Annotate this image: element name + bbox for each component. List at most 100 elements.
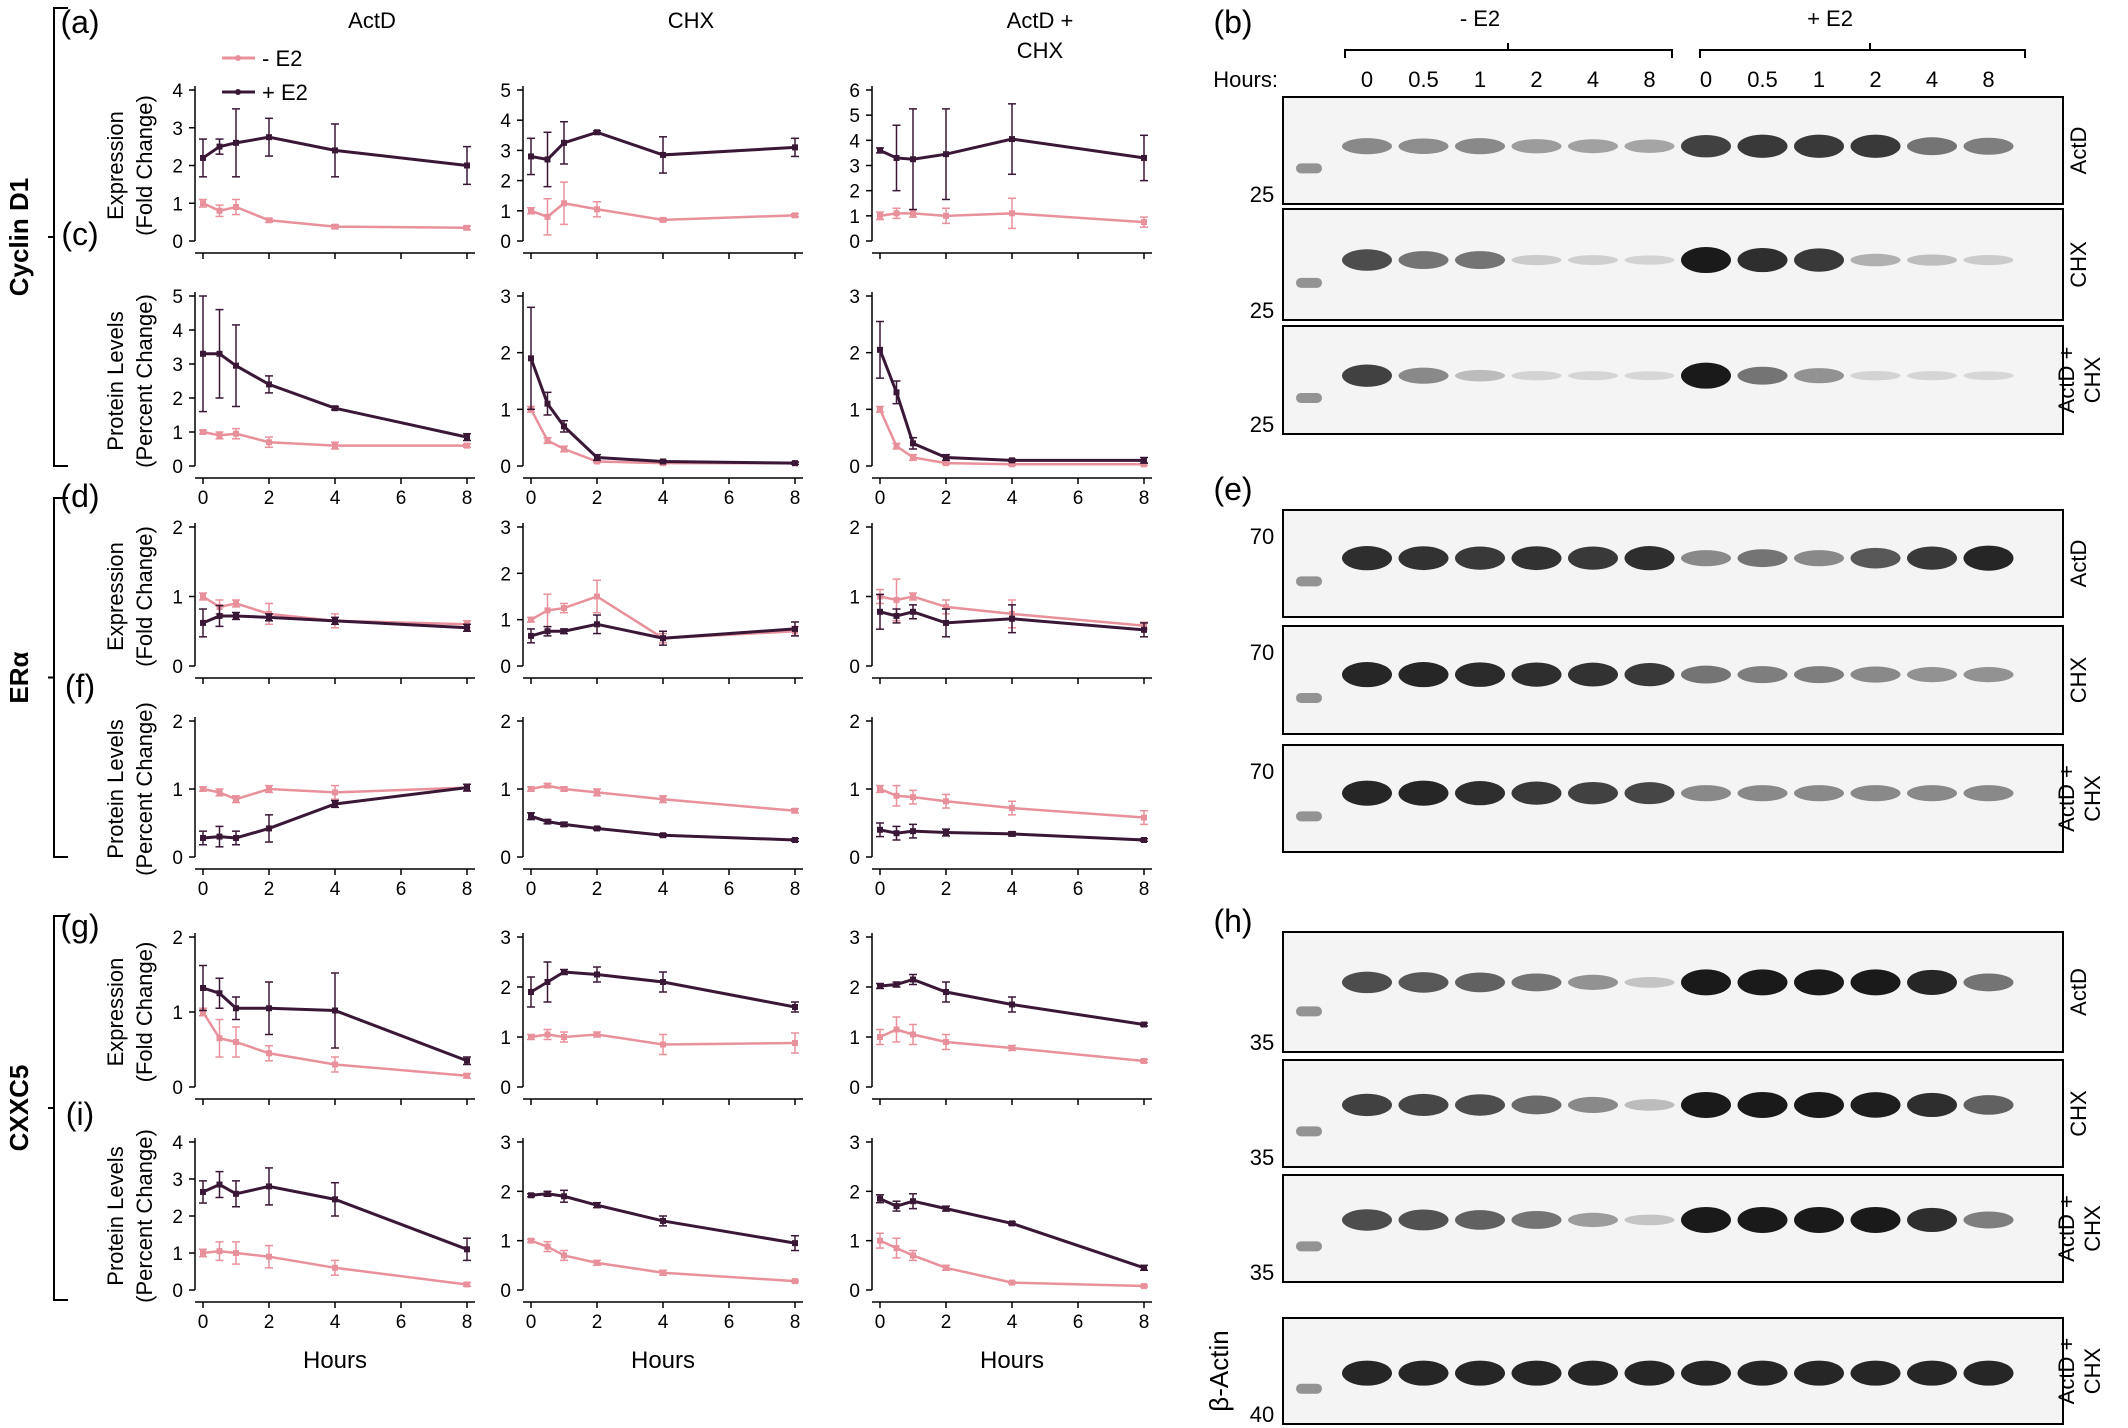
data-point	[594, 1202, 600, 1209]
ylabel: (Fold Change)	[132, 95, 157, 236]
band	[1737, 134, 1788, 158]
panel-label: (d)	[60, 478, 99, 514]
y-tick-label: 3	[172, 1170, 183, 1191]
data-point	[594, 454, 600, 461]
x-tick-label: 0	[198, 488, 209, 509]
data-point	[1141, 837, 1147, 843]
band	[1455, 781, 1505, 806]
data-point	[544, 979, 551, 985]
band	[1850, 1206, 1901, 1233]
band	[1455, 662, 1505, 687]
chart-g-ActDCHX: 0 1 2 3	[849, 928, 1152, 1105]
ladder-band	[1296, 1126, 1322, 1137]
series-minus-e2	[876, 1232, 1148, 1290]
data-point	[528, 207, 534, 214]
x-tick-label: 6	[396, 879, 407, 900]
data-point	[528, 1192, 534, 1199]
ylabel: Protein Levels	[103, 1146, 128, 1285]
data-point	[893, 1026, 900, 1033]
band	[1342, 546, 1392, 571]
data-point	[594, 971, 600, 978]
chart-i-CHX: 0 1 2 3 0 2 4 6 8 Hours	[500, 1133, 803, 1374]
y-tick-label: 2	[172, 518, 183, 539]
x-tick-label: 6	[396, 1312, 407, 1333]
x-tick-label: 4	[658, 879, 669, 900]
y-tick-label: 2	[172, 712, 183, 733]
y-tick-label: 1	[172, 1244, 183, 1265]
data-point	[594, 621, 600, 628]
chart-c-ActD: 0 1 2 3 4 5 0 2 4 6 8	[172, 287, 475, 509]
group-bracket	[1699, 49, 2026, 58]
y-tick-label: 1	[849, 400, 860, 421]
data-point	[943, 151, 949, 158]
chart-c-CHX: 0 1 2 3 0 2 4 6 8	[500, 287, 803, 509]
band	[1681, 665, 1731, 684]
data-point	[332, 223, 338, 230]
data-point	[561, 1252, 567, 1259]
chart-g-CHX: 0 1 2 3	[500, 928, 803, 1105]
ylabel: (Fold Change)	[132, 526, 157, 667]
data-point	[660, 635, 666, 642]
x-tick-label: 8	[462, 879, 473, 900]
band	[1398, 972, 1449, 993]
band	[1907, 371, 1957, 381]
y-tick-label: 3	[172, 355, 183, 376]
mw-label: 70	[1250, 640, 1274, 665]
y-tick-label: 3	[500, 518, 511, 539]
x-tick-label: 8	[462, 1312, 473, 1333]
y-tick-label: 0	[500, 657, 511, 678]
blot-strip: 40 ActD + CHX	[1250, 1317, 2105, 1427]
y-tick-label: 0	[172, 1281, 183, 1302]
lane-label: 0	[1361, 67, 1373, 92]
band	[1737, 1206, 1788, 1233]
band	[1794, 969, 1844, 996]
y-tick-label: 3	[500, 928, 511, 949]
x-tick-label: 0	[526, 488, 537, 509]
data-point	[200, 619, 206, 626]
data-point	[943, 1264, 949, 1271]
data-point	[266, 1183, 272, 1190]
treatment-label: ActD	[2066, 127, 2091, 175]
ylabel: Expression	[103, 958, 128, 1067]
band	[1963, 1360, 2014, 1386]
data-point	[1141, 626, 1147, 633]
series-plus-e2	[876, 593, 1148, 638]
band	[1681, 550, 1731, 567]
x-tick-label: 0	[875, 1312, 886, 1333]
series-plus-e2	[199, 108, 471, 186]
series-line	[878, 349, 1144, 462]
y-tick-label: 0	[172, 232, 183, 253]
data-point	[464, 1246, 470, 1253]
data-point	[464, 442, 470, 449]
band	[1398, 367, 1449, 384]
data-point	[216, 432, 223, 439]
band	[1907, 137, 1957, 156]
lane-label: 4	[1587, 67, 1599, 92]
data-point	[1009, 136, 1015, 143]
data-point	[910, 794, 916, 801]
data-point	[877, 826, 883, 833]
column-title: CHX	[668, 8, 715, 33]
ladder-band	[1296, 1006, 1322, 1017]
data-point	[266, 1050, 272, 1057]
x-tick-label: 8	[790, 488, 801, 509]
x-tick-label: 2	[592, 879, 603, 900]
blot-strip: 35 ActD + CHX	[1250, 1174, 2105, 1285]
band	[1624, 1214, 1675, 1226]
band	[1681, 969, 1731, 996]
legend-entry: + E2	[262, 80, 308, 105]
series-plus-e2	[876, 973, 1148, 1028]
lane-label: 2	[1869, 67, 1881, 92]
data-point	[792, 1040, 798, 1046]
data-point	[200, 1009, 206, 1015]
mw-label: 35	[1250, 1145, 1274, 1170]
chart-f-CHX: 0 1 2 0 2 4 6 8	[500, 712, 803, 900]
x-tick-label: 2	[264, 488, 275, 509]
x-tick-label: 6	[396, 488, 407, 509]
legend-marker	[235, 55, 241, 61]
band	[1850, 666, 1901, 683]
band	[1624, 139, 1675, 153]
series-minus-e2	[199, 1007, 471, 1079]
band	[1398, 1360, 1449, 1386]
